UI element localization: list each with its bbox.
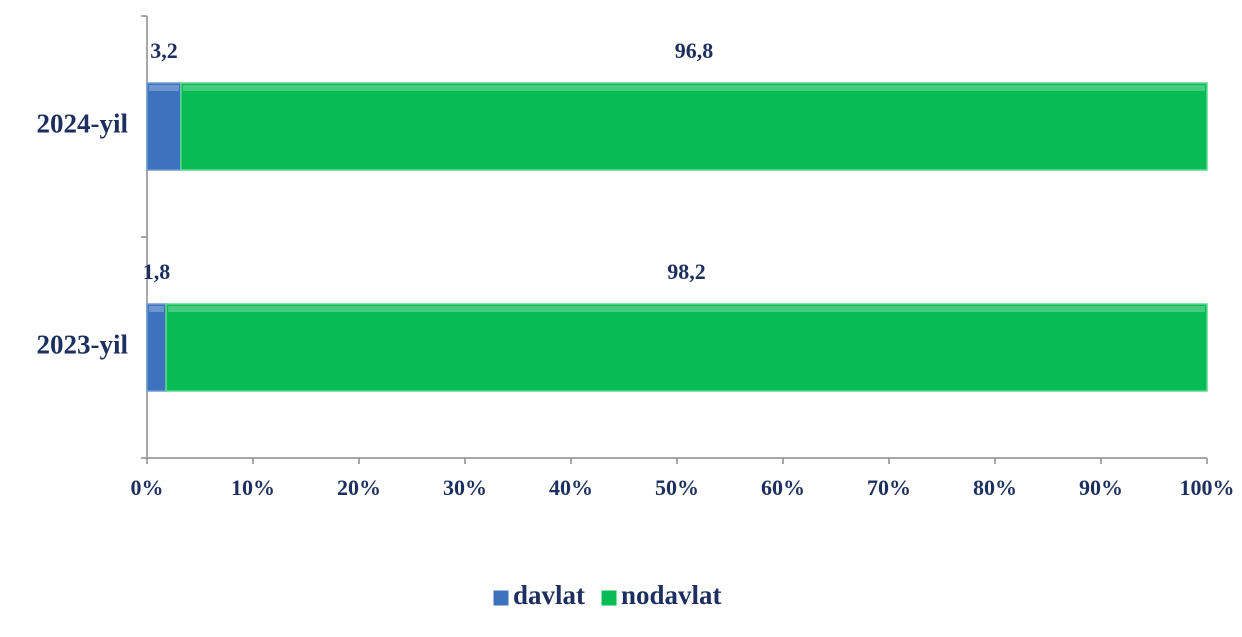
legend-label: nodavlat xyxy=(621,580,722,610)
x-tick-label: 90% xyxy=(1079,475,1123,500)
x-tick-label: 80% xyxy=(973,475,1017,500)
x-tick-label: 60% xyxy=(761,475,805,500)
x-tick-label: 30% xyxy=(443,475,487,500)
legend-label: davlat xyxy=(513,580,585,610)
bar-segment xyxy=(146,303,167,392)
data-label: 3,2 xyxy=(150,38,178,63)
category-label: 2024-yil xyxy=(37,109,129,139)
bar-highlight xyxy=(168,306,1206,312)
x-tick-label: 10% xyxy=(231,475,275,500)
x-tick-label: 40% xyxy=(549,475,593,500)
bar-highlight xyxy=(182,85,1206,91)
x-tick-label: 100% xyxy=(1180,475,1235,500)
category-label: 2023-yil xyxy=(37,330,129,360)
x-tick-label: 70% xyxy=(867,475,911,500)
bar-segment xyxy=(180,82,1208,171)
legend-swatch xyxy=(600,589,618,607)
legend-swatch xyxy=(492,589,510,607)
bar-highlight xyxy=(149,306,165,312)
x-tick-label: 50% xyxy=(655,475,699,500)
data-label: 96,8 xyxy=(675,38,714,63)
bar-highlight xyxy=(149,85,179,91)
data-label: 98,2 xyxy=(667,259,706,284)
data-label: 1,8 xyxy=(143,259,171,284)
x-tick-label: 20% xyxy=(337,475,381,500)
bar-segment xyxy=(146,82,182,171)
bar-segment xyxy=(165,303,1208,392)
x-tick-label: 0% xyxy=(131,475,164,500)
